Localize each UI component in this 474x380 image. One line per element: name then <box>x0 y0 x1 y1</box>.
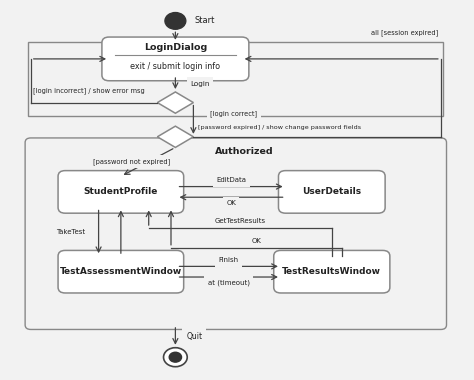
Polygon shape <box>157 92 193 113</box>
Text: GetTestResults: GetTestResults <box>215 218 266 224</box>
FancyBboxPatch shape <box>58 171 184 213</box>
Text: all [session expired]: all [session expired] <box>371 29 438 36</box>
Text: Quit: Quit <box>186 332 202 341</box>
Text: [login correct]: [login correct] <box>210 111 257 117</box>
FancyBboxPatch shape <box>273 250 390 293</box>
Text: [password not expired]: [password not expired] <box>93 158 171 165</box>
Text: TakeTest: TakeTest <box>55 229 85 235</box>
Text: EditData: EditData <box>216 177 246 184</box>
Text: Start: Start <box>194 16 215 25</box>
Text: TestAssessmentWindow: TestAssessmentWindow <box>60 267 182 276</box>
Text: Authorized: Authorized <box>215 147 273 156</box>
Polygon shape <box>157 126 193 147</box>
Text: Login: Login <box>191 81 210 87</box>
FancyBboxPatch shape <box>278 171 385 213</box>
Text: Finish: Finish <box>219 257 239 263</box>
FancyBboxPatch shape <box>102 37 249 81</box>
Text: TestResultsWindow: TestResultsWindow <box>283 267 381 276</box>
Text: at (timeout): at (timeout) <box>208 280 250 287</box>
Circle shape <box>164 348 187 367</box>
Text: exit / submit login info: exit / submit login info <box>130 62 220 71</box>
Text: StudentProfile: StudentProfile <box>84 187 158 196</box>
Text: [password expired] / show change password fields: [password expired] / show change passwor… <box>198 125 361 130</box>
FancyBboxPatch shape <box>58 250 184 293</box>
Text: UserDetails: UserDetails <box>302 187 361 196</box>
Circle shape <box>169 352 182 362</box>
Circle shape <box>165 13 186 29</box>
Text: [login incorrect] / show error msg: [login incorrect] / show error msg <box>33 87 145 94</box>
Text: LoginDialog: LoginDialog <box>144 43 207 52</box>
Text: OK: OK <box>226 200 236 206</box>
Text: OK: OK <box>252 238 262 244</box>
